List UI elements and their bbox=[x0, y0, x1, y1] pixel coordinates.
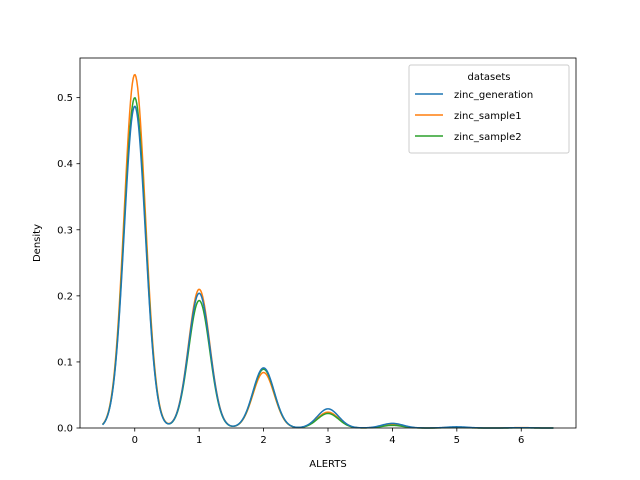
y-tick-label: 0.1 bbox=[57, 357, 73, 368]
plot-frame bbox=[79, 57, 577, 429]
x-tick-label: 1 bbox=[196, 435, 202, 446]
y-axis-ticks: 0.0 0.1 0.2 0.3 0.4 0.5 bbox=[57, 93, 80, 435]
legend-label-zinc_generation: zinc_generation bbox=[454, 90, 533, 101]
x-axis-ticks: 0 1 2 3 4 5 6 bbox=[132, 428, 524, 446]
y-tick-label: 0.2 bbox=[57, 291, 73, 302]
x-tick-label: 0 bbox=[132, 435, 138, 446]
y-tick-label: 0.4 bbox=[57, 159, 73, 170]
legend-items: zinc_generation zinc_sample1 zinc_sample2 bbox=[415, 90, 533, 143]
x-tick-label: 6 bbox=[518, 435, 524, 446]
y-tick-label: 0.5 bbox=[57, 93, 73, 104]
legend-title: datasets bbox=[467, 72, 510, 83]
x-tick-label: 2 bbox=[260, 435, 266, 446]
legend-label-zinc_sample1: zinc_sample1 bbox=[454, 111, 522, 122]
x-tick-label: 5 bbox=[454, 435, 460, 446]
x-tick-label: 3 bbox=[325, 435, 331, 446]
y-axis-label: Density bbox=[32, 224, 43, 262]
y-tick-label: 0.0 bbox=[57, 424, 73, 435]
x-tick-label: 4 bbox=[389, 435, 395, 446]
legend: datasets zinc_generationzinc_sample1zinc… bbox=[408, 64, 570, 154]
legend-label-zinc_sample2: zinc_sample2 bbox=[454, 132, 522, 143]
legend-box bbox=[408, 64, 570, 154]
y-tick-label: 0.3 bbox=[57, 225, 73, 236]
x-axis-label: ALERTS bbox=[309, 459, 346, 470]
